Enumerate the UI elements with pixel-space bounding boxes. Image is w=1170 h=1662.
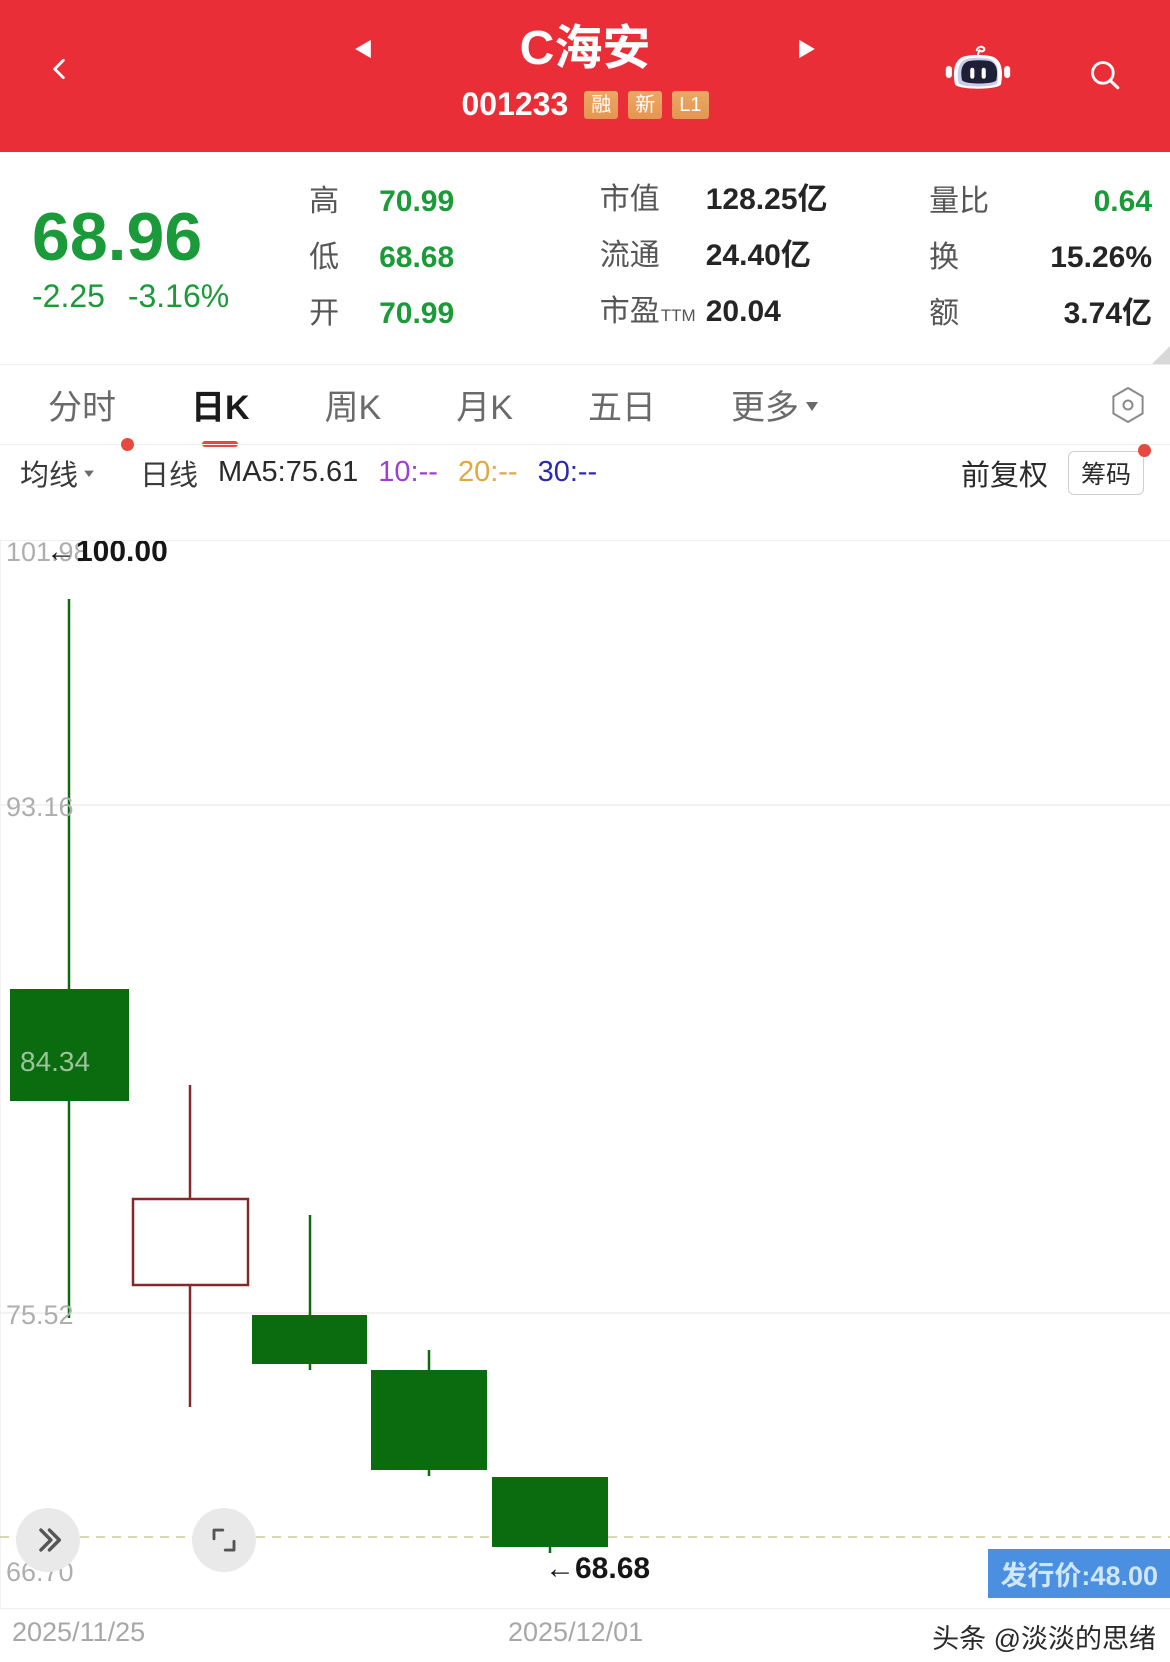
svg-text:←100.00: ←100.00 [46,541,168,568]
svg-text:←68.68: ←68.68 [545,1552,650,1585]
svg-text:84.34: 84.34 [20,1046,90,1077]
svg-text:93.16: 93.16 [6,792,74,822]
svg-text:75.52: 75.52 [6,1300,74,1330]
